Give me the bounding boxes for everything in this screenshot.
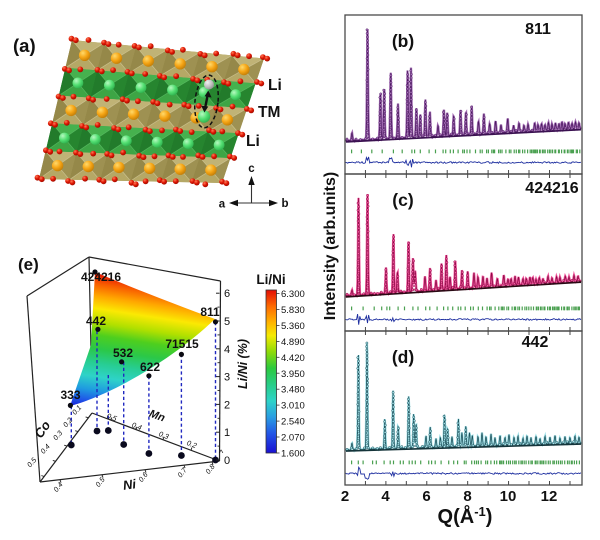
svg-text:Co: Co xyxy=(31,418,53,441)
svg-text:1: 1 xyxy=(224,427,230,439)
svg-text:2.070: 2.070 xyxy=(281,433,305,444)
svg-text:8: 8 xyxy=(463,488,471,505)
svg-text:3.480: 3.480 xyxy=(281,385,305,396)
svg-text:811: 811 xyxy=(525,21,551,38)
svg-text:0.6: 0.6 xyxy=(136,470,149,483)
svg-text:b: b xyxy=(281,198,288,210)
svg-text:Li: Li xyxy=(268,77,282,94)
svg-text:0.7: 0.7 xyxy=(175,465,189,479)
svg-text:333: 333 xyxy=(60,388,80,402)
svg-text:6: 6 xyxy=(224,288,230,300)
svg-text:0.3: 0.3 xyxy=(158,429,170,441)
svg-text:0.4: 0.4 xyxy=(131,420,143,432)
svg-text:6.300: 6.300 xyxy=(281,289,305,300)
svg-text:2.540: 2.540 xyxy=(281,417,305,428)
svg-text:4: 4 xyxy=(224,344,230,356)
svg-text:(a): (a) xyxy=(13,35,36,56)
svg-text:71515: 71515 xyxy=(165,337,199,351)
svg-text:6: 6 xyxy=(422,488,430,505)
svg-text:Q(Å-1): Q(Å-1) xyxy=(438,504,493,528)
svg-text:424216: 424216 xyxy=(81,270,121,284)
svg-text:Li/Ni (%): Li/Ni (%) xyxy=(236,339,250,389)
svg-text:811: 811 xyxy=(200,305,220,319)
svg-text:442: 442 xyxy=(86,314,106,328)
svg-text:(d): (d) xyxy=(392,347,414,367)
svg-text:532: 532 xyxy=(113,346,133,360)
svg-text:Ni: Ni xyxy=(122,476,137,493)
svg-text:0.2: 0.2 xyxy=(61,416,74,429)
svg-text:Mn: Mn xyxy=(148,408,167,425)
svg-text:c: c xyxy=(248,163,255,175)
svg-text:Intensity (arb.units): Intensity (arb.units) xyxy=(322,172,339,320)
svg-text:3.010: 3.010 xyxy=(281,401,305,412)
svg-text:0.5: 0.5 xyxy=(25,455,39,469)
svg-text:2: 2 xyxy=(224,399,230,411)
svg-text:(b): (b) xyxy=(392,31,414,51)
svg-text:4: 4 xyxy=(381,488,390,505)
svg-text:0.8: 0.8 xyxy=(203,462,216,475)
svg-text:4.420: 4.420 xyxy=(281,353,305,364)
svg-text:2: 2 xyxy=(341,488,349,505)
svg-text:(c): (c) xyxy=(392,190,413,210)
svg-text:5.830: 5.830 xyxy=(281,305,305,316)
svg-text:a: a xyxy=(219,199,226,211)
svg-text:5.360: 5.360 xyxy=(281,321,305,332)
svg-text:442: 442 xyxy=(522,334,549,351)
svg-text:TM: TM xyxy=(258,104,280,121)
svg-text:0.5: 0.5 xyxy=(106,411,119,423)
svg-text:0.4: 0.4 xyxy=(38,442,51,455)
svg-text:3: 3 xyxy=(224,372,230,384)
svg-text:Li/Ni: Li/Ni xyxy=(256,272,285,287)
svg-text:0.3: 0.3 xyxy=(51,429,64,442)
svg-text:0.2: 0.2 xyxy=(186,438,198,450)
svg-text:3.950: 3.950 xyxy=(281,369,305,380)
svg-text:^: ^ xyxy=(219,448,224,458)
svg-text:5: 5 xyxy=(224,316,230,328)
svg-text:0.4: 0.4 xyxy=(51,480,64,493)
svg-text:4.890: 4.890 xyxy=(281,337,305,348)
svg-text:0.5: 0.5 xyxy=(93,474,107,488)
svg-text:1.600: 1.600 xyxy=(281,449,305,460)
svg-text:Li: Li xyxy=(246,133,260,150)
svg-text:622: 622 xyxy=(140,360,160,374)
svg-text:0: 0 xyxy=(224,455,230,467)
svg-text:12: 12 xyxy=(541,488,558,505)
svg-text:10: 10 xyxy=(500,488,517,505)
svg-text:424216: 424216 xyxy=(525,180,578,197)
svg-text:(e): (e) xyxy=(18,255,39,274)
